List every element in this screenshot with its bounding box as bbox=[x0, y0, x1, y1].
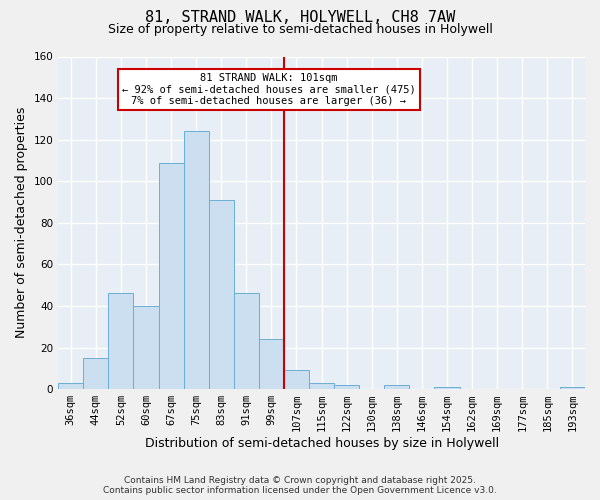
Bar bbox=[184, 132, 209, 389]
Bar bbox=[284, 370, 309, 389]
Y-axis label: Number of semi-detached properties: Number of semi-detached properties bbox=[15, 107, 28, 338]
Bar bbox=[234, 294, 259, 389]
Bar bbox=[58, 383, 83, 389]
Bar bbox=[385, 385, 409, 389]
Text: 81, STRAND WALK, HOLYWELL, CH8 7AW: 81, STRAND WALK, HOLYWELL, CH8 7AW bbox=[145, 10, 455, 25]
Bar bbox=[259, 339, 284, 389]
Bar bbox=[209, 200, 234, 389]
Bar bbox=[158, 162, 184, 389]
Bar bbox=[109, 294, 133, 389]
Bar bbox=[434, 387, 460, 389]
X-axis label: Distribution of semi-detached houses by size in Holywell: Distribution of semi-detached houses by … bbox=[145, 437, 499, 450]
Text: Size of property relative to semi-detached houses in Holywell: Size of property relative to semi-detach… bbox=[107, 22, 493, 36]
Bar bbox=[309, 383, 334, 389]
Bar bbox=[334, 385, 359, 389]
Text: 81 STRAND WALK: 101sqm
← 92% of semi-detached houses are smaller (475)
7% of sem: 81 STRAND WALK: 101sqm ← 92% of semi-det… bbox=[122, 73, 416, 106]
Bar bbox=[560, 387, 585, 389]
Bar bbox=[83, 358, 109, 389]
Text: Contains HM Land Registry data © Crown copyright and database right 2025.
Contai: Contains HM Land Registry data © Crown c… bbox=[103, 476, 497, 495]
Bar bbox=[133, 306, 158, 389]
